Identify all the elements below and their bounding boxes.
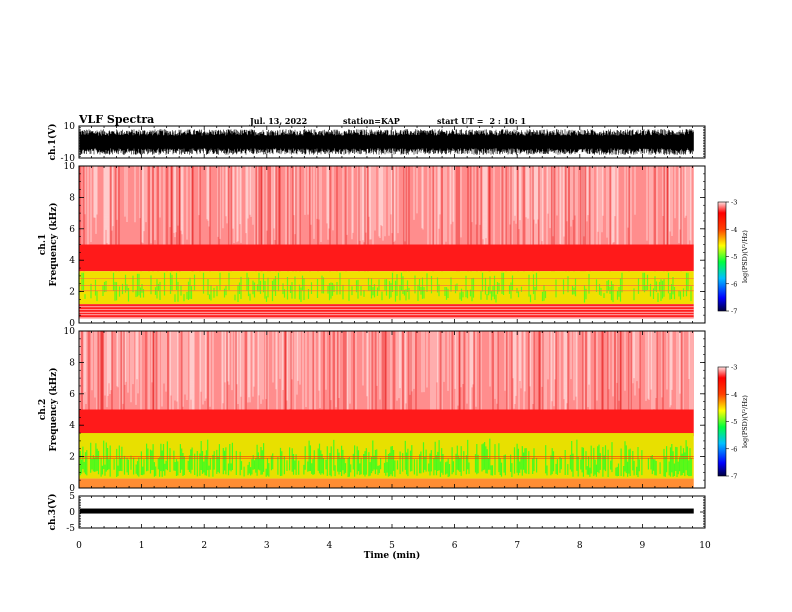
start-time-label: start UT = 2 : 10: 1: [437, 116, 532, 126]
spectrum-green-patches: [79, 438, 692, 477]
x-tick-label: 10: [699, 541, 711, 551]
spectrum-band-low-red: [79, 304, 694, 319]
colorbar-tick-label: -6: [731, 445, 737, 453]
y-axis-label-line: ch.1: [38, 234, 48, 255]
x-tick-label: 7: [514, 541, 520, 551]
y-tick-label: 2: [69, 453, 75, 463]
colorbar-label: log(PSD)(V²/Hz): [741, 395, 749, 448]
x-axis-label: Time (min): [364, 550, 421, 561]
colorbar-tick-label: -5: [731, 253, 737, 261]
ch1-waveform-trace: [79, 129, 694, 155]
colorbar-tick-label: -5: [731, 418, 737, 426]
x-tick-label: 6: [452, 541, 458, 551]
y-tick-label: 8: [69, 193, 75, 203]
time-axis: 0 1 2 3 4 5 6 7 8 9 10 Time (min): [76, 541, 711, 561]
y-axis-label: ch.1Frequency (kHz): [38, 202, 59, 286]
x-tick-label: 1: [139, 541, 145, 551]
y-tick-label: -5: [66, 524, 75, 534]
y-tick-label: 6: [69, 390, 75, 400]
start-ut-prefix: start UT =: [437, 116, 484, 126]
spectrum-band-red: [79, 244, 694, 272]
colorbar-gradient: [717, 201, 727, 312]
y-tick-label: 10: [64, 122, 76, 132]
spectrogram-ch2-panel: 0 2 4 6 8 10 ch.2Frequency (kHz): [38, 327, 706, 494]
colorbar-ch2: -3 -4 -5 -6 -7 log(PSD)(V²/Hz): [717, 364, 749, 481]
date-label: Jul. 13, 2022: [250, 116, 308, 126]
y-axis-label-line: Frequency (kHz): [48, 202, 59, 286]
x-tick-label: 4: [327, 541, 333, 551]
colorbar-tick-label: -4: [731, 391, 737, 399]
colorbar-tick-label: -6: [731, 280, 737, 288]
spectrum-band-high: [79, 331, 694, 410]
y-axis-label-line: ch.3(V): [47, 494, 58, 531]
chart-title: VLF Spectra: [79, 113, 155, 126]
spectrum-band-red: [79, 409, 694, 437]
y-axis-label: ch.2Frequency (kHz): [38, 367, 59, 451]
colorbar-tick-label: -3: [731, 364, 737, 372]
x-tick-label: 2: [201, 541, 207, 551]
y-tick-label: 4: [69, 256, 75, 266]
y-tick-label: 10: [64, 162, 76, 172]
waveform-ch3-panel: 5 0 -5 ch.3(V): [47, 492, 706, 534]
y-tick-label: 4: [69, 421, 75, 431]
y-tick-label: 2: [69, 288, 75, 298]
y-tick-label: 8: [69, 358, 75, 368]
colorbar-tick-label: -7: [731, 473, 737, 481]
start-ut-value: 2 : 10: 1: [489, 116, 527, 126]
y-tick-label: 10: [64, 327, 76, 337]
y-axis-label: ch.1(V): [47, 124, 58, 161]
x-tick-label: 9: [640, 541, 646, 551]
colorbar-tick-label: -3: [731, 199, 737, 207]
y-axis-label-line: ch.2: [38, 399, 48, 420]
station-label: station=KAP: [343, 116, 400, 126]
y-axis-label-line: ch.1(V): [47, 124, 58, 161]
spectrum-band-low: [79, 478, 694, 488]
x-tick-label: 0: [76, 541, 82, 551]
x-tick-label: 5: [389, 541, 395, 551]
colorbar-tick-label: -4: [731, 226, 737, 234]
x-tick-label: 8: [577, 541, 583, 551]
y-tick-label: 5: [69, 492, 75, 502]
ch3-waveform-trace: [80, 508, 694, 514]
x-tick-label: 3: [264, 541, 270, 551]
y-tick-label: 0: [69, 508, 75, 518]
y-tick-label: 0: [69, 319, 75, 329]
colorbar-gradient: [717, 366, 727, 477]
y-axis-label: ch.3(V): [47, 494, 58, 531]
y-axis-label-line: Frequency (kHz): [48, 367, 59, 451]
y-tick-label: 0: [69, 484, 75, 494]
spectrogram-ch1-panel: 0 2 4 6 8 10 ch.1Frequency (kHz): [38, 162, 706, 329]
spectrum-streaks-red: [81, 331, 683, 441]
y-tick-label: -10: [61, 154, 76, 164]
y-tick-label: 6: [69, 225, 75, 235]
colorbar-label: log(PSD)(V²/Hz): [741, 230, 749, 283]
colorbar-tick-label: -7: [731, 308, 737, 316]
colorbar-ch1: -3 -4 -5 -6 -7 log(PSD)(V²/Hz): [717, 199, 749, 316]
